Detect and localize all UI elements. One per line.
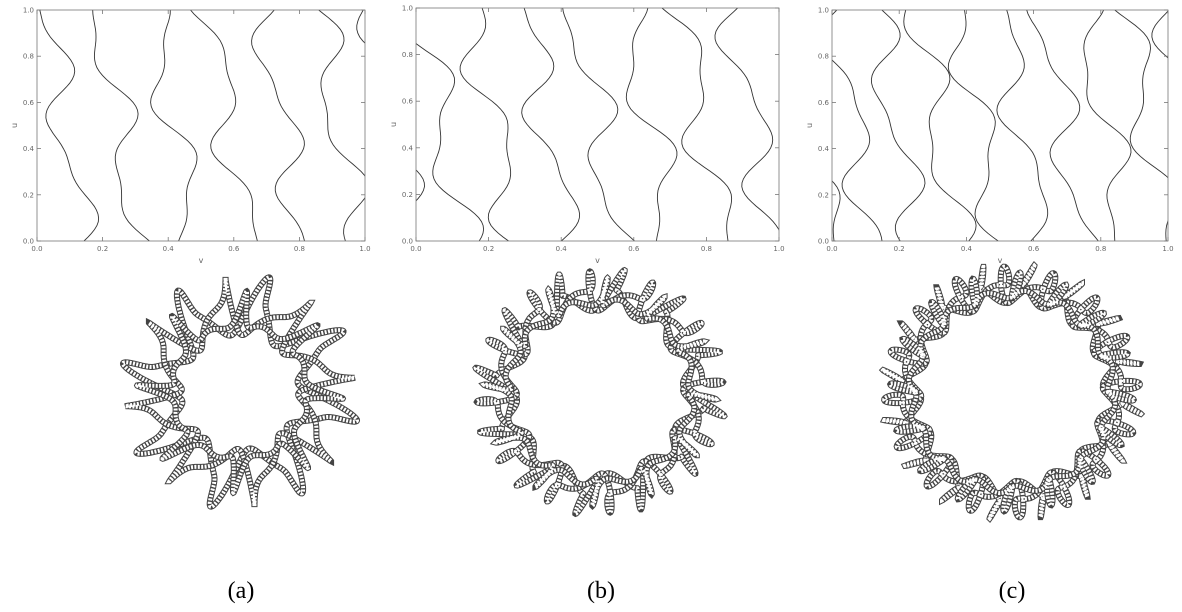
y-tick-label: 0.4 xyxy=(818,145,830,153)
x-axis-label: v xyxy=(998,256,1003,265)
y-tick-label: 0.4 xyxy=(23,145,35,153)
contour-line xyxy=(521,8,581,241)
contour-line xyxy=(832,10,883,241)
x-tick-label: 0.2 xyxy=(483,245,494,253)
knot-illustration xyxy=(119,274,361,510)
y-tick-label: 1.0 xyxy=(23,7,34,15)
y-tick-label: 0.2 xyxy=(818,191,829,199)
knot-illustration xyxy=(878,260,1146,524)
caption: (a) xyxy=(228,578,255,604)
contour-plot: 0.0 0.2 0.4 0.6 0.8 1.0 0.0 0.2 0.4 0.6 0.8 1.0 v u xyxy=(805,7,1174,266)
contour-line xyxy=(661,8,733,241)
plot-frame xyxy=(36,9,366,242)
knot-tube-fill xyxy=(888,270,1136,514)
y-tick-label: 0.0 xyxy=(818,238,829,246)
knot-illustration xyxy=(472,266,728,518)
contour-line xyxy=(903,10,977,241)
x-tick-label: 0.0 xyxy=(31,245,42,253)
y-tick-label: 0.2 xyxy=(23,191,34,199)
contour-line xyxy=(870,10,926,241)
contour-line xyxy=(39,10,100,241)
x-tick-label: 0.0 xyxy=(410,245,421,253)
y-tick-label: 0.4 xyxy=(402,144,414,152)
contour-plot: 0.0 0.2 0.4 0.6 0.8 1.0 0.0 0.2 0.4 0.6 0.8 1.0 v u xyxy=(10,7,371,266)
x-tick-label: 0.4 xyxy=(163,245,175,253)
knot-tube-fill xyxy=(480,275,720,509)
contour-plot: 0.0 0.2 0.4 0.6 0.8 1.0 0.0 0.2 0.4 0.6 0.8 1.0 v u xyxy=(389,5,785,266)
x-tick-label: 1.0 xyxy=(773,245,784,253)
y-tick-label: 0.0 xyxy=(23,238,34,246)
x-tick-label: 0.2 xyxy=(894,245,905,253)
knot-tube xyxy=(886,269,1138,515)
contour-line xyxy=(1026,10,1099,241)
y-axis-label: u xyxy=(389,122,398,127)
x-tick-label: 0.6 xyxy=(1028,245,1040,253)
contour-line xyxy=(996,10,1049,241)
contour-line xyxy=(318,10,365,241)
contour-line xyxy=(562,8,635,241)
x-axis-label: v xyxy=(595,256,600,265)
y-tick-label: 0.6 xyxy=(402,98,414,106)
x-tick-label: 0.8 xyxy=(701,245,712,253)
contour-line xyxy=(251,10,305,241)
knot-tube-fill xyxy=(474,269,726,515)
contour-line xyxy=(459,8,512,241)
contour-line xyxy=(416,43,485,241)
x-tick-label: 0.2 xyxy=(97,245,108,253)
contour-line xyxy=(832,180,841,241)
contour-line xyxy=(92,10,150,241)
contour-line xyxy=(150,10,198,241)
contour-line xyxy=(1083,10,1132,241)
knot-tube-fill xyxy=(134,288,346,496)
y-tick-label: 0.8 xyxy=(402,51,413,59)
x-tick-label: 0.4 xyxy=(556,245,568,253)
x-tick-label: 1.0 xyxy=(359,245,370,253)
x-tick-label: 0.6 xyxy=(628,245,640,253)
x-tick-label: 0.8 xyxy=(1095,245,1106,253)
y-tick-label: 1.0 xyxy=(818,7,829,15)
y-tick-label: 0.6 xyxy=(818,99,830,107)
contour-line xyxy=(1114,10,1168,241)
y-tick-label: 0.6 xyxy=(23,99,35,107)
knot-tube-fill xyxy=(120,275,360,509)
y-tick-label: 1.0 xyxy=(402,5,413,13)
plot-frame xyxy=(415,7,780,242)
contour-line xyxy=(625,8,678,241)
y-axis-label: u xyxy=(10,123,19,128)
caption: (b) xyxy=(587,578,615,604)
y-axis-label: u xyxy=(805,123,814,128)
contour-line xyxy=(190,10,258,241)
knot-tube xyxy=(473,268,727,516)
y-tick-label: 0.8 xyxy=(23,53,34,61)
caption: (c) xyxy=(999,578,1026,604)
y-tick-label: 0.2 xyxy=(402,191,413,199)
contour-line xyxy=(947,10,999,241)
x-tick-label: 0.8 xyxy=(294,245,305,253)
x-tick-label: 0.6 xyxy=(228,245,240,253)
contour-line xyxy=(714,8,779,232)
y-tick-label: 0.0 xyxy=(402,238,413,246)
knot-tube-fill xyxy=(473,267,727,517)
plot-frame xyxy=(831,9,1169,242)
x-axis-label: v xyxy=(199,256,204,265)
x-tick-label: 1.0 xyxy=(1162,245,1173,253)
y-tick-label: 0.8 xyxy=(818,53,829,61)
knot-tube xyxy=(881,263,1143,521)
x-tick-label: 0.0 xyxy=(826,245,837,253)
x-tick-label: 0.4 xyxy=(961,245,973,253)
contour-line xyxy=(1151,10,1168,59)
